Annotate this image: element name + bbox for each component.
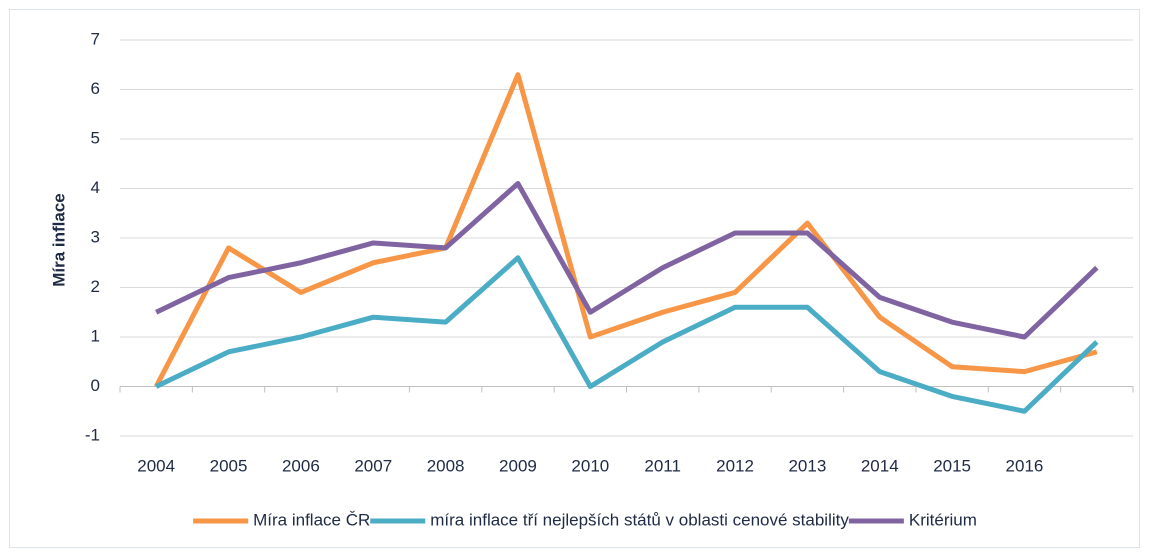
y-tick-label: 5 [91, 128, 100, 147]
legend-label: míra inflace tří nejlepších států v obla… [430, 510, 849, 529]
y-tick-label: -1 [85, 425, 100, 444]
x-tick-label: 2013 [788, 456, 826, 475]
y-tick-label: 3 [91, 227, 100, 246]
x-tick-label: 2016 [1006, 456, 1044, 475]
x-tick-label: 2014 [861, 456, 899, 475]
y-tick-label: 6 [91, 79, 100, 98]
x-tick-label: 2005 [210, 456, 248, 475]
x-tick-label: 2008 [427, 456, 465, 475]
legend-label: Míra inflace ČR [253, 510, 370, 529]
series-line [155, 255, 1099, 414]
x-tick-label: 2011 [644, 456, 681, 475]
x-tick-label: 2007 [354, 456, 392, 475]
x-tick-label: 2010 [571, 456, 609, 475]
y-tick-label: 4 [91, 178, 100, 197]
x-tick-label: 2009 [499, 456, 537, 475]
series-line [155, 181, 1099, 340]
x-tick-label: 2012 [716, 456, 754, 475]
y-tick-label: 1 [91, 326, 100, 345]
x-tick-label: 2015 [933, 456, 971, 475]
x-tick-label: 2006 [282, 456, 320, 475]
y-axis-title: Míra inflace [49, 193, 68, 287]
legend-label: Kritérium [909, 510, 977, 529]
y-tick-label: 2 [91, 277, 100, 296]
series-line [153, 72, 1098, 388]
y-tick-label: 0 [91, 376, 100, 395]
y-tick-label: 7 [91, 29, 100, 48]
x-tick-label: 2004 [137, 456, 175, 475]
